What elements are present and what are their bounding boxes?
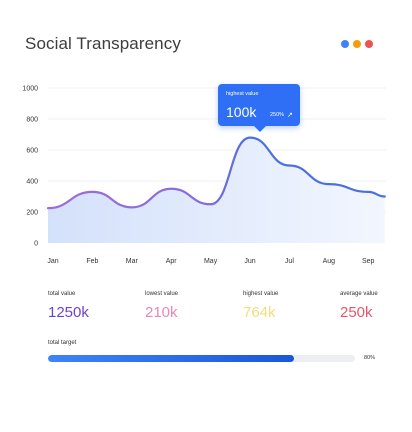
y-tick-label: 800 xyxy=(26,117,38,124)
x-tick-label: Feb xyxy=(86,258,98,265)
page-title: Social Transparency xyxy=(25,34,181,53)
area-chart: 0 200 400 600 800 1000 Jan Feb Mar Apr May Jun Jul A… xyxy=(22,86,386,265)
stat-label: lowest value xyxy=(145,291,179,297)
blue-dot-icon[interactable] xyxy=(341,40,349,48)
target-label: total target xyxy=(48,340,77,346)
stat-total-value: total value 1250k xyxy=(48,291,89,321)
target-progress-fill xyxy=(48,355,294,362)
tooltip-label: highest value xyxy=(226,91,259,97)
arrow-up-right-icon: ↗ xyxy=(287,112,293,119)
x-tick-label: Jun xyxy=(244,258,255,265)
stat-label: total value xyxy=(48,291,76,297)
red-dot-icon[interactable] xyxy=(365,40,373,48)
stat-value: 210k xyxy=(145,304,178,321)
y-axis: 0 200 400 600 800 1000 xyxy=(22,86,38,248)
y-tick-label: 0 xyxy=(34,241,38,248)
x-tick-label: May xyxy=(204,258,218,265)
series-area xyxy=(48,137,385,243)
y-tick-label: 1000 xyxy=(22,86,38,93)
x-axis: Jan Feb Mar Apr May Jun Jul Aug Sep xyxy=(47,258,374,265)
tooltip-percent: 250% xyxy=(270,112,285,118)
stat-value: 1250k xyxy=(48,304,89,321)
x-tick-label: Jul xyxy=(285,258,294,265)
x-tick-label: Jan xyxy=(47,258,58,265)
x-tick-label: Aug xyxy=(323,258,336,265)
y-tick-label: 400 xyxy=(26,179,38,186)
tooltip-value: 100k xyxy=(226,104,257,120)
y-tick-label: 200 xyxy=(26,210,38,217)
x-tick-label: Sep xyxy=(362,258,375,265)
stat-label: highest value xyxy=(243,291,279,297)
stat-average-value: average value 250k xyxy=(340,291,378,321)
stat-value: 764k xyxy=(243,304,276,321)
target-progress-bar xyxy=(48,355,355,362)
x-tick-label: Mar xyxy=(126,258,139,265)
stat-highest-value: highest value 764k xyxy=(243,291,278,321)
x-tick-label: Apr xyxy=(166,258,178,265)
stat-value: 250k xyxy=(340,304,373,321)
series-line xyxy=(46,136,386,210)
window-controls xyxy=(341,40,373,48)
highest-value-tooltip: highest value 100k 250% ↗ xyxy=(218,84,300,132)
orange-dot-icon[interactable] xyxy=(353,40,361,48)
target-percent: 80% xyxy=(364,355,376,361)
stat-lowest-value: lowest value 210k xyxy=(145,291,178,321)
stat-label: average value xyxy=(340,291,378,297)
y-tick-label: 600 xyxy=(26,148,38,155)
